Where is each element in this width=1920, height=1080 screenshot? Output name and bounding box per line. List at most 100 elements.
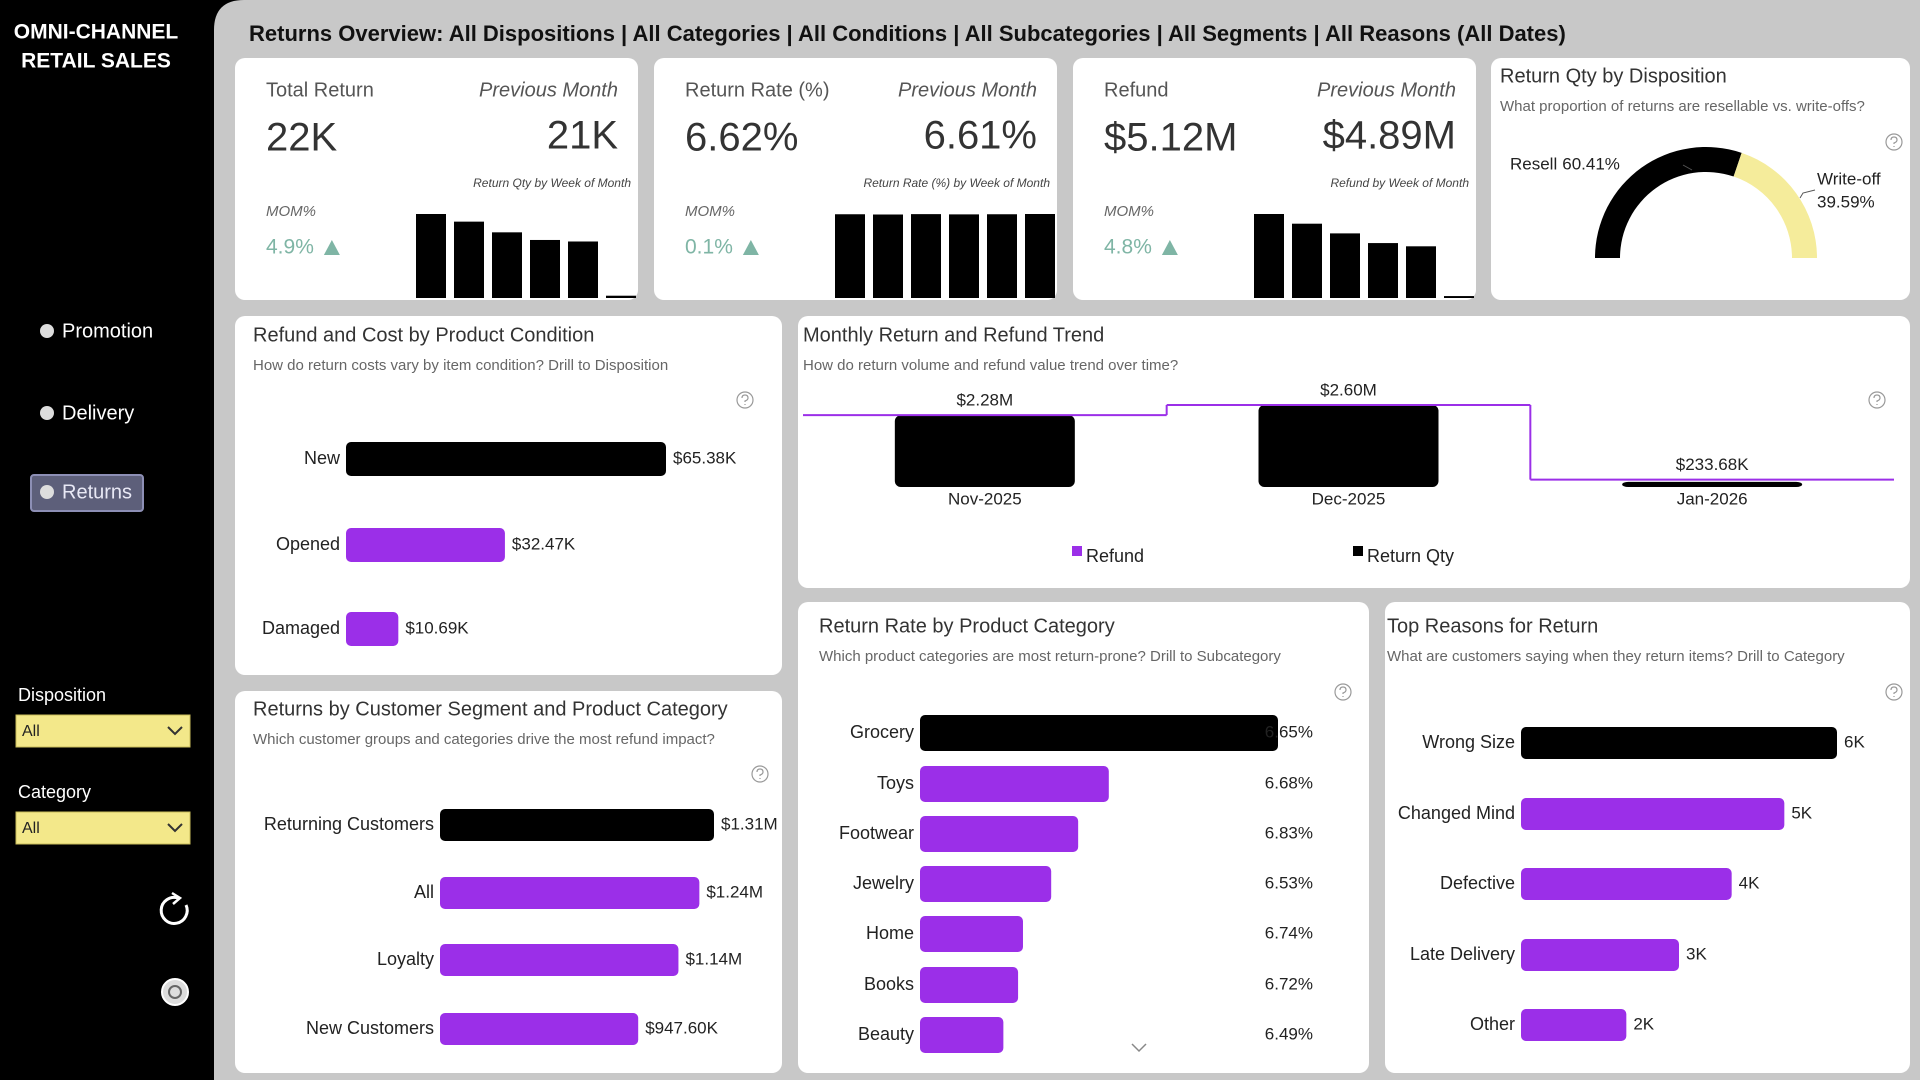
help-icon-glyph xyxy=(1339,686,1347,697)
data-label: 6.65% xyxy=(1265,722,1313,741)
chart-title: Return Rate by Product Category xyxy=(819,615,1115,637)
y-tick-label: Jewelry xyxy=(853,873,914,893)
mom-up-arrow xyxy=(1161,240,1178,255)
data-label: $947.60K xyxy=(645,1018,718,1037)
data-label: 4K xyxy=(1739,873,1760,892)
mini-bar xyxy=(873,214,903,298)
trend-bar xyxy=(1622,481,1803,487)
x-tick-label: Jan-2026 xyxy=(1677,489,1748,508)
bar[interactable] xyxy=(920,816,1079,852)
y-tick-label: Defective xyxy=(1440,873,1515,893)
filter-label: Category xyxy=(18,782,91,802)
kpi-label: Refund xyxy=(1104,79,1169,101)
chart-title: Returns by Customer Segment and Product … xyxy=(253,698,728,720)
bar[interactable] xyxy=(1521,939,1679,971)
trend-bar xyxy=(1258,405,1439,487)
chart-title: Top Reasons for Return xyxy=(1387,615,1598,637)
gauge-leader xyxy=(1682,164,1693,171)
dropdown[interactable] xyxy=(15,811,191,845)
help-icon xyxy=(1334,683,1352,701)
bar[interactable] xyxy=(440,944,679,976)
y-tick-label: Late Delivery xyxy=(1410,944,1515,964)
chart-subtitle: What proportion of returns are resellabl… xyxy=(1500,98,1865,115)
mini-bar xyxy=(911,214,941,298)
help-icon-glyph xyxy=(741,394,749,405)
trend-value-label: $233.68K xyxy=(1676,455,1749,474)
mini-bar xyxy=(835,214,865,298)
bar[interactable] xyxy=(346,442,666,476)
legend-swatch xyxy=(1072,546,1082,556)
nav-icon xyxy=(40,485,54,499)
bar[interactable] xyxy=(440,877,700,909)
bar[interactable] xyxy=(440,1013,639,1045)
y-tick-label: Other xyxy=(1470,1014,1515,1034)
panel xyxy=(235,58,638,300)
panel xyxy=(1073,58,1476,300)
bar[interactable] xyxy=(920,866,1052,902)
kpi-value: $5.12M xyxy=(1104,116,1237,160)
panel xyxy=(1385,602,1910,1073)
chart-title: Return Qty by Disposition xyxy=(1500,65,1727,87)
bar[interactable] xyxy=(440,809,714,841)
mini-bar xyxy=(1368,243,1398,298)
bar[interactable] xyxy=(920,766,1109,802)
gauge-value-label: 39.59% xyxy=(1817,192,1875,211)
kpi-label: Return Rate (%) xyxy=(685,79,830,101)
kpi-compare-label: Previous Month xyxy=(1317,79,1456,101)
mini-bar xyxy=(1330,233,1360,298)
y-tick-label: Beauty xyxy=(858,1024,914,1044)
nav-item[interactable]: Promotion xyxy=(62,320,153,342)
data-label: 3K xyxy=(1686,944,1707,963)
kpi-previous-value: $4.89M xyxy=(1323,114,1456,158)
dropdown[interactable] xyxy=(15,714,191,748)
refresh-icon[interactable] xyxy=(159,895,189,925)
y-tick-label: All xyxy=(414,882,434,902)
mini-bar xyxy=(949,214,979,298)
data-label: $32.47K xyxy=(512,534,576,553)
mini-bar xyxy=(530,239,560,298)
gauge-value-label: 60.41% xyxy=(1562,154,1620,173)
y-tick-label: Wrong Size xyxy=(1422,732,1515,752)
gauge-segment xyxy=(1595,147,1742,258)
bar[interactable] xyxy=(346,612,399,646)
mini-bar xyxy=(987,214,1017,298)
bar[interactable] xyxy=(346,528,505,562)
nav-active-highlight xyxy=(30,474,144,512)
mom-up-arrow xyxy=(323,240,340,255)
help-icon xyxy=(751,765,769,783)
legend-label[interactable]: Refund xyxy=(1086,546,1144,566)
bar[interactable] xyxy=(1521,727,1837,759)
y-tick-label: Toys xyxy=(877,773,914,793)
bar[interactable] xyxy=(920,916,1023,952)
info-icon-inner xyxy=(168,985,182,999)
info-icon[interactable] xyxy=(161,978,189,1006)
bar[interactable] xyxy=(920,715,1278,751)
nav-item[interactable]: Returns xyxy=(62,481,132,503)
y-tick-label: Returning Customers xyxy=(264,814,434,834)
bar[interactable] xyxy=(920,1017,1004,1053)
data-label: $65.38K xyxy=(673,448,737,467)
bar[interactable] xyxy=(1521,1009,1627,1041)
mini-bar xyxy=(492,232,522,298)
bar[interactable] xyxy=(1521,868,1732,900)
y-tick-label: New xyxy=(304,448,341,468)
data-label: 6.72% xyxy=(1265,974,1313,993)
help-icon xyxy=(1885,133,1903,151)
nav-item[interactable]: Delivery xyxy=(62,402,134,424)
data-label: $1.31M xyxy=(721,814,778,833)
dropdown-value: All xyxy=(22,723,40,740)
y-tick-label: Home xyxy=(866,923,914,943)
filter-label: Disposition xyxy=(18,685,106,705)
mini-bar xyxy=(454,221,484,298)
kpi-mom-label: MOM% xyxy=(1104,203,1154,220)
legend-label[interactable]: Return Qty xyxy=(1367,546,1454,566)
chart-subtitle: Which customer groups and categories dri… xyxy=(253,731,715,748)
data-label: 5K xyxy=(1791,803,1812,822)
bar[interactable] xyxy=(1521,798,1785,830)
mini-bar xyxy=(1025,214,1055,298)
kpi-previous-value: 6.61% xyxy=(924,114,1037,158)
chart-subtitle: Which product categories are most return… xyxy=(819,648,1281,665)
bar[interactable] xyxy=(920,967,1019,1003)
kpi-value: 22K xyxy=(266,116,337,160)
